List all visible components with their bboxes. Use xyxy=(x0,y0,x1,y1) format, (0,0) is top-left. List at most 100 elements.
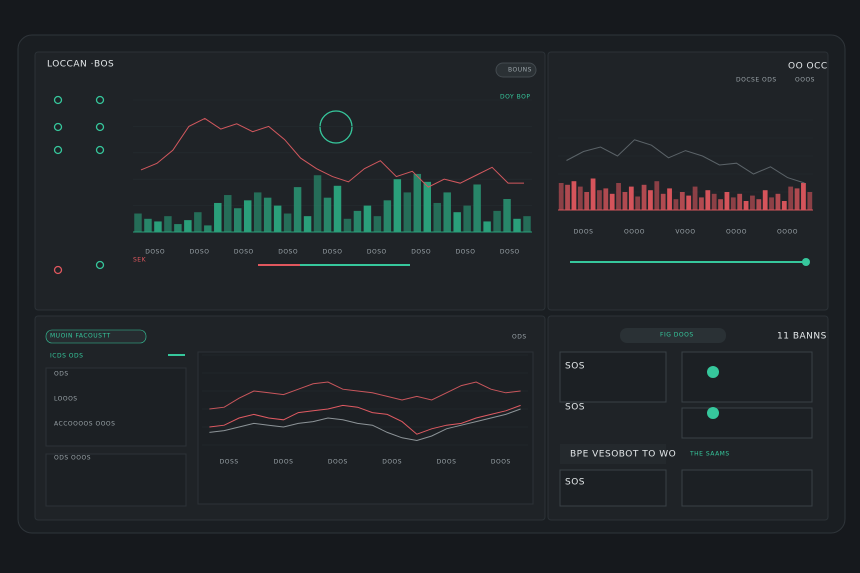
bar xyxy=(718,199,723,210)
line xyxy=(209,404,521,435)
card xyxy=(681,351,813,403)
bar xyxy=(224,195,232,232)
line xyxy=(566,139,805,184)
button-label[interactable]: BOUNS xyxy=(508,67,532,74)
bar xyxy=(769,197,774,210)
main-panel xyxy=(34,51,546,311)
line xyxy=(209,408,521,442)
bar xyxy=(801,183,806,210)
x-label: DOOS xyxy=(437,459,457,466)
tag: DOY BOP xyxy=(500,94,530,101)
bar xyxy=(699,197,704,210)
tab: OOOS xyxy=(795,77,815,84)
x-label: OOOO xyxy=(624,229,645,236)
title: LOCCAN ·BOS xyxy=(47,60,114,70)
row: SOS xyxy=(565,403,585,413)
x-label: OOOO xyxy=(777,229,798,236)
bar xyxy=(781,201,787,210)
bar xyxy=(679,192,685,210)
bar xyxy=(493,210,501,232)
bl-item: ACCOOOOS OOOS xyxy=(54,421,115,428)
badge xyxy=(620,328,726,343)
bar xyxy=(686,195,692,210)
bar xyxy=(174,224,182,232)
bar xyxy=(483,221,491,232)
box-head xyxy=(560,444,666,464)
bar xyxy=(762,190,768,210)
bar xyxy=(204,225,212,232)
bar xyxy=(353,210,362,232)
x-label: OOOO xyxy=(726,229,747,236)
icons xyxy=(53,95,353,275)
bar xyxy=(667,188,672,210)
bl-item: ODS xyxy=(54,371,69,378)
x-label: DOSO xyxy=(456,249,476,256)
bar xyxy=(463,205,471,232)
bar xyxy=(263,197,272,232)
bar xyxy=(323,197,332,232)
bar xyxy=(673,199,679,210)
bar xyxy=(635,196,641,210)
bar xyxy=(775,193,781,210)
x-label: DOSS xyxy=(220,459,239,466)
bar xyxy=(756,199,762,210)
bar xyxy=(433,202,441,232)
tab: DOCSE ODS xyxy=(736,77,777,84)
bar xyxy=(622,192,628,210)
bar xyxy=(293,187,302,232)
bar xyxy=(144,218,152,232)
br-title: 11 BANNS xyxy=(777,332,827,342)
title-pill xyxy=(45,329,147,344)
bar xyxy=(660,193,666,210)
side-panel xyxy=(547,51,829,311)
box-side: THE SAAMS xyxy=(689,451,730,458)
bar xyxy=(750,195,755,210)
x-label: DOSO xyxy=(323,249,343,256)
bar xyxy=(443,192,451,232)
x-label: DOSO xyxy=(278,249,298,256)
bar xyxy=(641,184,647,210)
bar xyxy=(253,192,262,232)
x-label: DOSO xyxy=(411,249,431,256)
x-label: VOOO xyxy=(675,229,695,236)
bar xyxy=(154,221,162,232)
bar xyxy=(473,184,481,232)
bar xyxy=(194,212,202,232)
badge-label: FIG DOOS xyxy=(660,332,694,339)
bar xyxy=(609,193,615,210)
bl-sub: ICDS ODS xyxy=(50,353,83,360)
card xyxy=(559,469,667,507)
bar xyxy=(363,205,372,232)
x-label: DOOS xyxy=(574,229,594,236)
bar xyxy=(571,181,577,210)
bar xyxy=(705,190,711,210)
card xyxy=(681,407,813,439)
x-label: DOSO xyxy=(500,249,520,256)
x-label: DOOS xyxy=(382,459,402,466)
line xyxy=(140,117,525,188)
bar xyxy=(743,201,749,210)
bar xyxy=(273,205,282,232)
bar xyxy=(692,186,698,210)
bar xyxy=(616,183,621,210)
bar xyxy=(393,179,402,232)
bar xyxy=(283,213,292,232)
bar xyxy=(373,216,382,232)
bar xyxy=(711,193,717,210)
bar xyxy=(343,218,352,232)
bar xyxy=(523,216,531,232)
bar xyxy=(423,181,432,232)
bar xyxy=(164,216,172,232)
row: SOS xyxy=(565,362,585,372)
bar xyxy=(807,192,813,210)
gauges xyxy=(707,366,719,419)
x-label: DOOS xyxy=(328,459,348,466)
bar xyxy=(794,188,800,210)
button[interactable] xyxy=(495,62,537,78)
bar xyxy=(303,216,312,232)
x-label: DOSO xyxy=(190,249,210,256)
row: SOS xyxy=(565,478,585,488)
bl-title: MUOIN FACOUSTT xyxy=(50,333,111,340)
bar xyxy=(565,184,570,210)
